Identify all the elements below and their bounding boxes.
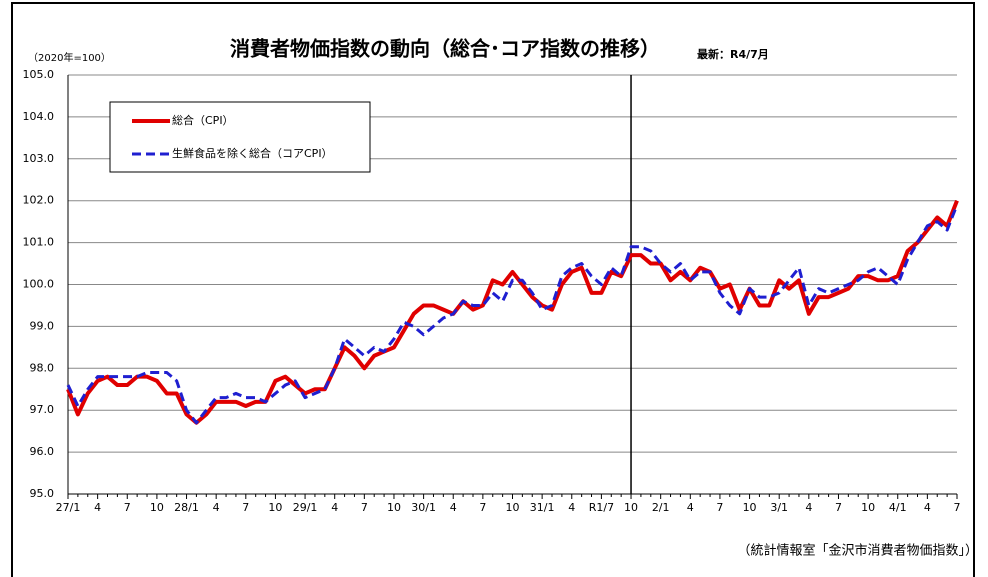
x-tick-label: 10 xyxy=(506,501,520,514)
y-tick-label: 101.0 xyxy=(23,236,55,249)
y-tick-label: 100.0 xyxy=(23,278,55,291)
x-tick-label: 10 xyxy=(861,501,875,514)
x-tick-label: 27/1 xyxy=(56,501,81,514)
x-tick-label: 10 xyxy=(268,501,282,514)
x-tick-label: 4 xyxy=(687,501,694,514)
source-note: （統計情報室「金沢市消費者物価指数」） xyxy=(737,543,978,559)
x-tick-label: 4/1 xyxy=(889,501,907,514)
y-tick-label: 99.0 xyxy=(30,319,55,332)
unit-label: （2020年=100） xyxy=(28,51,111,64)
legend-label: 総合（CPI） xyxy=(172,113,234,127)
legend-box xyxy=(109,101,371,173)
x-tick-label: 4 xyxy=(331,501,338,514)
y-tick-label: 105.0 xyxy=(23,68,55,81)
y-tick-label: 97.0 xyxy=(30,403,55,416)
chart-subtitle: 最新：R4/7月 xyxy=(697,47,769,61)
x-tick-label: R1/7 xyxy=(589,501,614,514)
x-tick-label: 10 xyxy=(624,501,638,514)
x-tick-label: 4 xyxy=(94,501,101,514)
x-tick-label: 4 xyxy=(924,501,931,514)
x-tick-label: 2/1 xyxy=(652,501,670,514)
x-tick-label: 30/1 xyxy=(411,501,436,514)
y-tick-label: 95.0 xyxy=(30,487,55,500)
y-tick-label: 98.0 xyxy=(30,361,55,374)
x-tick-label: 3/1 xyxy=(770,501,788,514)
x-tick-label: 29/1 xyxy=(293,501,318,514)
x-tick-label: 4 xyxy=(805,501,812,514)
frame xyxy=(11,2,975,577)
y-tick-label: 103.0 xyxy=(23,152,55,165)
x-tick-label: 28/1 xyxy=(174,501,199,514)
x-tick-label: 7 xyxy=(835,501,842,514)
x-tick-label: 7 xyxy=(716,501,723,514)
y-tick-label: 102.0 xyxy=(23,194,55,207)
y-tick-label: 96.0 xyxy=(30,445,55,458)
x-tick-label: 4 xyxy=(450,501,457,514)
series-line xyxy=(66,204,959,425)
x-tick-label: 7 xyxy=(954,501,961,514)
x-tick-label: 10 xyxy=(387,501,401,514)
chart-title: 消費者物価指数の動向（総合･コア指数の推移） xyxy=(230,37,660,61)
x-tick-label: 4 xyxy=(213,501,220,514)
x-tick-label: 31/1 xyxy=(530,501,555,514)
x-tick-label: 7 xyxy=(361,501,368,514)
x-tick-label: 7 xyxy=(124,501,131,514)
x-tick-label: 10 xyxy=(743,501,757,514)
x-tick-label: 10 xyxy=(150,501,164,514)
y-tick-label: 104.0 xyxy=(23,110,55,123)
legend-label: 生鮮食品を除く総合（コアCPI） xyxy=(172,146,333,160)
x-tick-label: 7 xyxy=(479,501,486,514)
x-tick-label: 4 xyxy=(568,501,575,514)
series-line xyxy=(66,199,959,425)
x-tick-label: 7 xyxy=(242,501,249,514)
